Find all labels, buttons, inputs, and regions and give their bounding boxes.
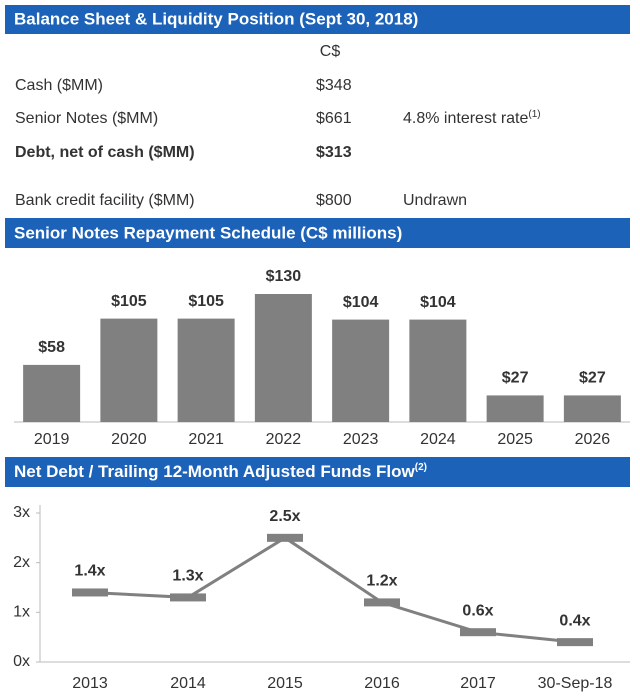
line xyxy=(89,536,576,644)
value-label: 0.6x xyxy=(462,602,493,619)
x-tick-label: 2017 xyxy=(460,675,496,692)
header-bar xyxy=(5,457,630,487)
x-tick-label: 2026 xyxy=(575,431,611,448)
note-text: 4.8% interest rate xyxy=(403,110,529,127)
x-tick-label: 2020 xyxy=(111,431,147,448)
value-label: $27 xyxy=(502,370,529,387)
section-title: Senior Notes Repayment Schedule (C$ mill… xyxy=(14,223,402,242)
row-value: $800 xyxy=(316,192,352,209)
row-label: Bank credit facility ($MM) xyxy=(15,192,195,209)
section-title: Balance Sheet & Liquidity Position (Sept… xyxy=(14,9,418,28)
bar xyxy=(100,318,158,422)
x-tick-label: 30-Sep-18 xyxy=(538,675,613,692)
bar xyxy=(332,319,390,422)
x-tick-label: 2021 xyxy=(188,431,224,448)
row-value: $348 xyxy=(316,77,352,94)
y-tick-label: 1x xyxy=(13,604,30,621)
value-label: $104 xyxy=(420,294,456,311)
marker xyxy=(72,588,108,597)
value-label: 2.5x xyxy=(269,508,300,525)
value-label: $104 xyxy=(343,294,379,311)
x-tick-label: 2025 xyxy=(497,431,533,448)
x-tick-label: 2024 xyxy=(420,431,456,448)
note-text: Undrawn xyxy=(403,192,467,209)
row-value: $661 xyxy=(316,110,352,127)
value-label: 0.4x xyxy=(559,612,590,629)
bar xyxy=(486,395,544,422)
title-text: Net Debt / Trailing 12-Month Adjusted Fu… xyxy=(14,462,416,481)
row-note: Undrawn xyxy=(403,192,467,209)
header-bar xyxy=(5,5,630,34)
value-label: $105 xyxy=(188,293,224,310)
bar xyxy=(177,318,235,422)
x-tick-label: 2016 xyxy=(364,675,400,692)
value-label: $105 xyxy=(111,293,147,310)
marker xyxy=(364,598,400,607)
header-bar xyxy=(5,218,630,248)
marker xyxy=(267,533,303,542)
bar xyxy=(254,294,312,422)
y-tick-label: 3x xyxy=(13,504,30,521)
x-tick-label: 2014 xyxy=(170,675,206,692)
x-tick-label: 2019 xyxy=(34,431,70,448)
value-label: $27 xyxy=(579,370,606,387)
marker xyxy=(170,593,206,602)
x-tick-label: 2023 xyxy=(343,431,379,448)
column-header: C$ xyxy=(320,43,341,60)
value-label: $58 xyxy=(38,339,65,356)
x-tick-label: 2022 xyxy=(266,431,302,448)
marker xyxy=(460,628,496,637)
section-title: Net Debt / Trailing 12-Month Adjusted Fu… xyxy=(14,462,427,482)
row-note: 4.8% interest rate(1) xyxy=(403,109,541,128)
value-label: 1.2x xyxy=(366,573,397,590)
bar xyxy=(563,395,621,422)
marker xyxy=(557,638,593,647)
note-ref: (1) xyxy=(528,109,540,120)
row-label: Cash ($MM) xyxy=(15,77,103,94)
value-label: 1.4x xyxy=(74,563,105,580)
y-tick-label: 0x xyxy=(13,653,30,670)
value-label: 1.3x xyxy=(172,568,203,585)
row-label: Senior Notes ($MM) xyxy=(15,110,158,127)
bar xyxy=(23,364,81,422)
row-label: Debt, net of cash ($MM) xyxy=(15,144,195,161)
x-tick-label: 2015 xyxy=(267,675,303,692)
x-tick-label: 2013 xyxy=(72,675,108,692)
value-label: $130 xyxy=(266,268,302,285)
row-value: $313 xyxy=(316,144,352,161)
bar xyxy=(409,319,467,422)
title-note: (2) xyxy=(415,462,427,473)
y-tick-label: 2x xyxy=(13,554,30,571)
